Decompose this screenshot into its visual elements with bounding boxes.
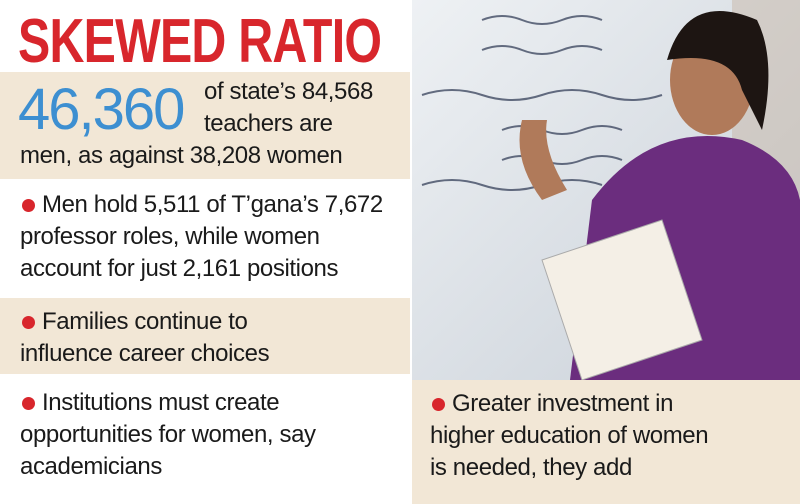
- bullet-box: Families continue to influence career ch…: [0, 298, 410, 374]
- title-area: SKEWED RATIO: [0, 0, 410, 72]
- bullet-line: influence career choices: [20, 340, 270, 367]
- bullet-dot: [22, 199, 35, 212]
- bullet-box: Men hold 5,511 of T’gana’s 7,672 profess…: [0, 183, 410, 293]
- bullet-line: account for just 2,161 positions: [20, 255, 339, 282]
- stat-line: men, as against 38,208 women: [20, 142, 343, 169]
- bullet-line: higher education of women: [430, 422, 709, 449]
- bullet-box: Greater investment in higher education o…: [412, 380, 800, 504]
- bullet-line: Men hold 5,511 of T’gana’s 7,672: [42, 191, 383, 218]
- bullet-dot: [432, 398, 445, 411]
- bullet-line: Families continue to: [42, 308, 248, 335]
- bullet-dot: [22, 397, 35, 410]
- title: SKEWED RATIO: [18, 7, 382, 72]
- stat-line: teachers are: [204, 110, 333, 137]
- photo: [412, 0, 800, 380]
- bullet-line: Greater investment in: [452, 390, 674, 417]
- bullet-dot: [22, 316, 35, 329]
- stat-line: of state’s 84,568: [204, 78, 373, 105]
- bullet-line: academicians: [20, 453, 162, 480]
- bullet-line: Institutions must create: [42, 389, 280, 416]
- bullet-box: Institutions must create opportunities f…: [0, 379, 410, 504]
- bullet-line: opportunities for women, say: [20, 421, 316, 448]
- stat-number: 46,360: [18, 77, 185, 142]
- bullet-line: professor roles, while women: [20, 223, 320, 250]
- bullet-line: is needed, they add: [430, 454, 632, 481]
- stat-box: 46,360 of state’s 84,568 teachers are me…: [0, 72, 410, 179]
